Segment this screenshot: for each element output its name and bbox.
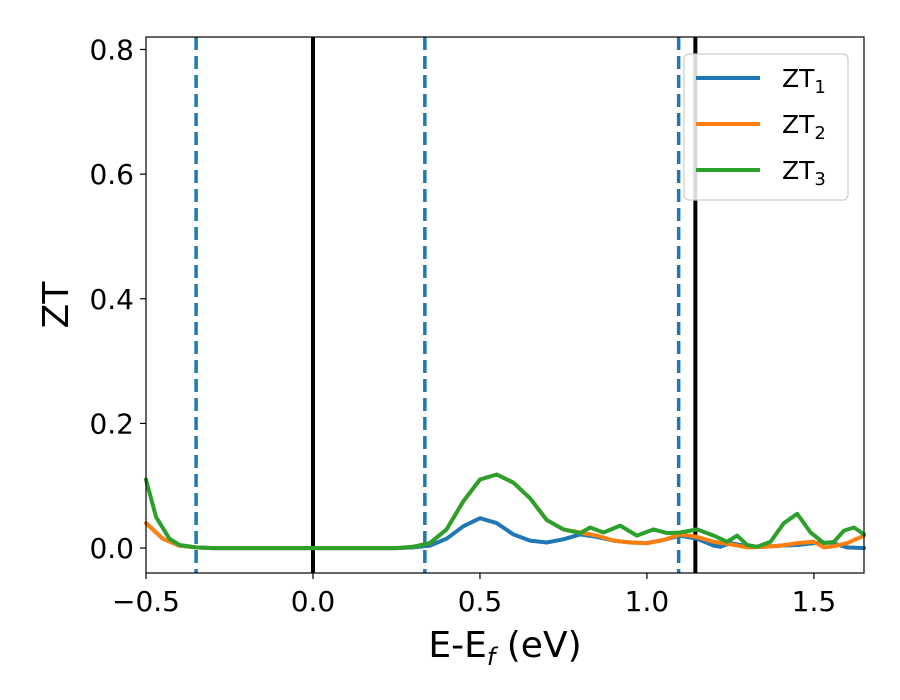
x-ticks: −0.5 0.0 0.5 1.0 1.5 <box>112 573 836 618</box>
legend: ZT1 ZT2 ZT3 <box>683 53 849 201</box>
series-line-zt2 <box>144 472 866 551</box>
y-axis-label: ZT <box>36 281 77 329</box>
y-ticks: 0.0 0.2 0.4 0.6 0.8 <box>89 33 146 565</box>
plot-frame <box>145 36 865 574</box>
legend-entries: ZT1 ZT2 ZT3 <box>696 64 826 190</box>
x-axis-label: E-Ef (eV) <box>428 625 581 671</box>
legend-label-zt3: ZT3 <box>782 156 826 190</box>
y-tick-label-3: 0.6 <box>89 158 134 191</box>
legend-label-zt2: ZT2 <box>782 110 826 144</box>
y-tick-label-0: 0.0 <box>89 532 134 565</box>
legend-box <box>683 53 849 201</box>
series-line-zt1 <box>144 516 866 551</box>
x-axis-label-base: E-E <box>428 625 486 666</box>
x-tick-label-4: 1.5 <box>792 585 837 618</box>
x-tick-label-3: 1.0 <box>625 585 670 618</box>
series-layer <box>144 472 866 551</box>
y-tick-label-1: 0.2 <box>89 407 134 440</box>
legend-label-zt1: ZT1 <box>782 64 826 98</box>
series-line-zt3 <box>144 472 866 551</box>
x-axis-label-unit: (eV) <box>495 625 581 666</box>
vlines-layer <box>194 37 698 573</box>
x-tick-label-1: 0.0 <box>291 585 336 618</box>
y-tick-label-2: 0.4 <box>89 283 134 316</box>
x-tick-label-0: −0.5 <box>112 585 180 618</box>
y-tick-label-4: 0.8 <box>89 33 134 66</box>
x-tick-label-2: 0.5 <box>458 585 503 618</box>
